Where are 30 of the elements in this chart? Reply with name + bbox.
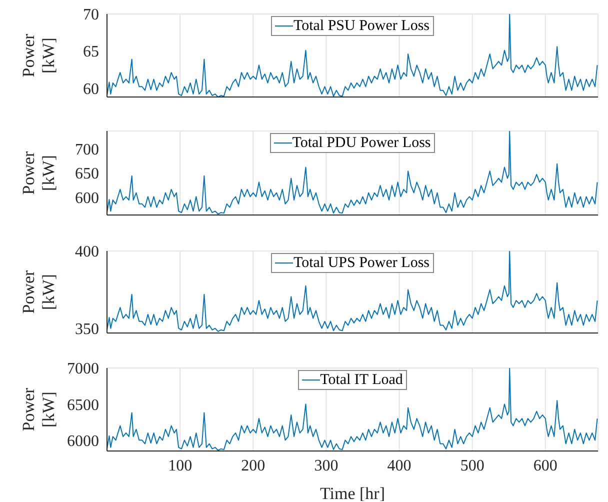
x-tick-label: 400 (387, 457, 412, 474)
y-axis-title: Power [kW] (19, 33, 58, 78)
y-tick-label: 650 (75, 166, 99, 183)
x-tick-label: 200 (241, 457, 266, 474)
legend-label: Total PSU Power Loss (293, 17, 430, 35)
y-axis-title: Power [kW] (19, 270, 58, 314)
x-axis-title: Time [hr] (320, 484, 386, 502)
x-tick-label: 100 (168, 457, 192, 474)
line-series (107, 251, 598, 332)
y-tick-label: 6000 (67, 432, 99, 450)
x-tick-label: 600 (533, 457, 558, 474)
line-series (107, 131, 598, 215)
y-tick-label: 400 (75, 244, 99, 261)
y-tick-label: 65 (83, 44, 99, 61)
y-tick-label: 60 (83, 80, 99, 98)
line-series (107, 368, 598, 451)
y-axis-title: Power [kW] (19, 387, 58, 432)
legend-label: Total PDU Power Loss (292, 134, 431, 152)
legend-label: Total UPS Power Loss (293, 254, 430, 272)
y-axis-title: Power [kW] (19, 150, 58, 195)
y-tick-label: 700 (75, 142, 99, 159)
y-tick-label: 600 (75, 190, 99, 207)
x-tick-label: 300 (314, 457, 338, 474)
y-tick-label: 6500 (67, 396, 99, 414)
y-tick-label: 350 (75, 321, 99, 338)
y-tick-label: 7000 (67, 360, 99, 378)
legend-label: Total IT Load (320, 371, 403, 389)
line-series (107, 14, 598, 97)
x-tick-label: 500 (460, 457, 484, 474)
y-tick-label: 70 (83, 6, 99, 24)
